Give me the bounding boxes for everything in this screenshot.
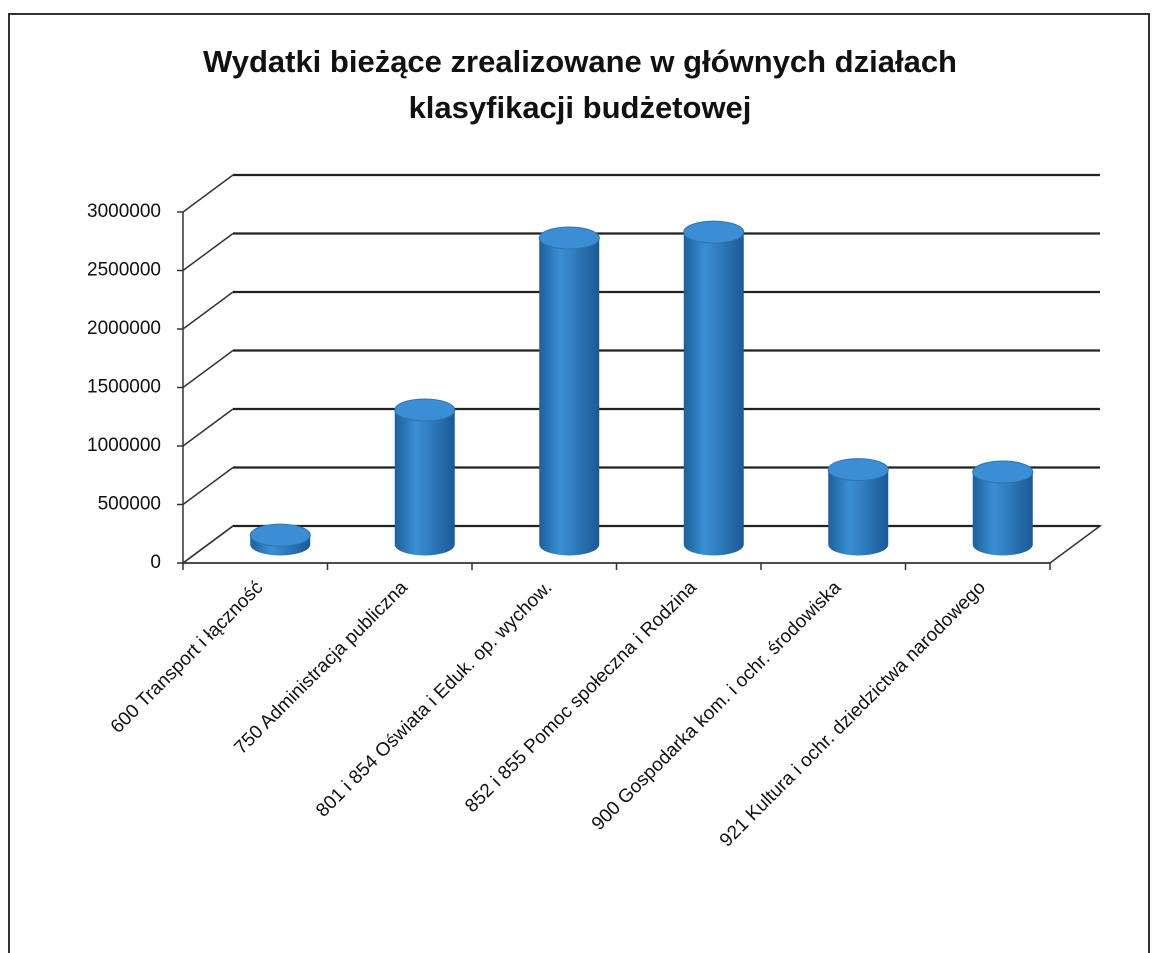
y-tick-label: 2500000 xyxy=(87,260,161,281)
x-tick-label: 852 i 855 Pomoc społeczna i Rodzina xyxy=(461,577,701,817)
bar xyxy=(827,458,889,556)
bar xyxy=(683,220,745,556)
x-tick-label: 801 i 854 Oświata i Eduk. op. wychow. xyxy=(312,577,556,821)
chart-frame xyxy=(8,13,1150,953)
y-tick-label: 1500000 xyxy=(87,377,161,398)
x-tick-label: 921 Kultura i ochr. dziedzictwa narodowe… xyxy=(716,577,990,851)
bar-body xyxy=(394,409,455,556)
floor xyxy=(180,525,1103,564)
bar-top xyxy=(249,523,311,547)
bar-top xyxy=(394,398,456,422)
bar-body xyxy=(683,232,744,556)
x-tick-label: 600 Transport i łączność xyxy=(107,577,267,737)
y-tick-label: 1000000 xyxy=(87,435,161,456)
bar-body xyxy=(972,471,1033,556)
bar-body xyxy=(539,237,600,556)
bar-top xyxy=(538,226,600,250)
grid-line xyxy=(182,232,234,272)
grid-line xyxy=(182,408,234,447)
y-tick-label: 3000000 xyxy=(87,201,161,222)
bar xyxy=(394,398,456,556)
bar xyxy=(538,226,600,556)
y-tick-label: 500000 xyxy=(98,494,161,515)
grid-line xyxy=(182,174,234,213)
grid-line xyxy=(182,291,234,330)
chart-title: Wydatki bieżące zrealizowane w głównych … xyxy=(203,44,957,79)
grid-line xyxy=(182,466,234,506)
bar-top xyxy=(827,458,889,482)
y-tick-label: 2000000 xyxy=(87,318,161,339)
x-tick-label: 900 Gospodarka kom. i ochr. środowiska xyxy=(588,577,846,835)
bar xyxy=(972,460,1034,556)
grid-line xyxy=(182,349,234,389)
bar-top xyxy=(972,460,1034,484)
bar xyxy=(249,523,311,556)
grid-line xyxy=(182,525,234,564)
y-tick-label: 0 xyxy=(150,552,161,573)
chart-title: klasyfikacji budżetowej xyxy=(409,90,752,125)
x-tick-label: 750 Administracja publiczna xyxy=(230,577,412,759)
bar-top xyxy=(683,220,745,244)
bar-body xyxy=(828,469,889,556)
